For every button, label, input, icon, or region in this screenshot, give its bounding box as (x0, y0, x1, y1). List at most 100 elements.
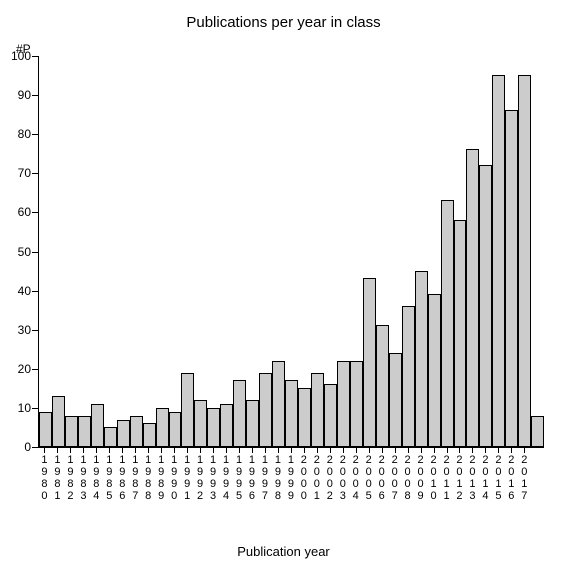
y-tick-label: 70 (18, 166, 39, 180)
y-tick-label: 80 (18, 127, 39, 141)
x-tick-label: 1990 (168, 454, 180, 502)
x-tick-mark (447, 448, 448, 453)
x-tick: 1989 (155, 448, 168, 518)
bar (389, 353, 402, 447)
x-tick: 2009 (414, 448, 427, 518)
x-tick-label: 1980 (38, 454, 50, 502)
x-tick-label: 2001 (311, 454, 323, 502)
bar (311, 373, 324, 447)
bar (415, 271, 428, 447)
bar (363, 278, 376, 447)
x-tick-mark (382, 448, 383, 453)
bar (156, 408, 169, 447)
x-tick-label: 2000 (298, 454, 310, 502)
x-tick-mark (304, 448, 305, 453)
x-tick: 1992 (194, 448, 207, 518)
x-tick-mark (57, 448, 58, 453)
x-tick: 1995 (233, 448, 246, 518)
x-tick: 1994 (220, 448, 233, 518)
bar (298, 388, 311, 447)
bar (454, 220, 467, 447)
x-tick: 1987 (129, 448, 142, 518)
bars-group (39, 56, 544, 447)
bar (376, 325, 389, 447)
x-tick-label: 1999 (285, 454, 297, 502)
bar (181, 373, 194, 447)
x-tick: 2008 (401, 448, 414, 518)
x-tick-mark (174, 448, 175, 453)
x-tick-label: 2009 (415, 454, 427, 502)
x-tick-mark (252, 448, 253, 453)
plot-area: 0102030405060708090100 (38, 56, 544, 448)
x-tick: 1985 (103, 448, 116, 518)
x-tick-label: 1998 (272, 454, 284, 502)
x-tick-mark (135, 448, 136, 453)
y-tick-label: 60 (18, 205, 39, 219)
x-tick: 2003 (336, 448, 349, 518)
y-tick-label: 100 (11, 49, 39, 63)
bar (246, 400, 259, 447)
x-tick-label: 2017 (518, 454, 530, 502)
x-tick-label: 2006 (376, 454, 388, 502)
x-tick-label: 2015 (492, 454, 504, 502)
x-tick-mark (343, 448, 344, 453)
y-tick-label: 90 (18, 88, 39, 102)
x-tick: 2013 (466, 448, 479, 518)
x-tick-mark (395, 448, 396, 453)
x-tick: 1980 (38, 448, 51, 518)
x-tick-mark (485, 448, 486, 453)
bar (207, 408, 220, 447)
x-tick-label: 2012 (453, 454, 465, 502)
x-tick-label: 2010 (428, 454, 440, 502)
x-tick-mark (122, 448, 123, 453)
x-tick: 2004 (349, 448, 362, 518)
bar (285, 380, 298, 447)
y-tick-label: 0 (24, 440, 39, 454)
bar (337, 361, 350, 447)
bar (78, 416, 91, 447)
x-tick-mark (369, 448, 370, 453)
bar (91, 404, 104, 447)
x-tick-label: 2014 (479, 454, 491, 502)
x-tick: 2002 (323, 448, 336, 518)
bar (259, 373, 272, 447)
x-tick: 1997 (258, 448, 271, 518)
y-tick-label: 40 (18, 284, 39, 298)
x-tick-label: 1984 (90, 454, 102, 502)
x-tick-mark (291, 448, 292, 453)
x-tick-mark (498, 448, 499, 453)
x-tick-mark (239, 448, 240, 453)
x-tick: 2017 (518, 448, 531, 518)
bar (220, 404, 233, 447)
x-tick-mark (524, 448, 525, 453)
bar (402, 306, 415, 447)
bar (117, 420, 130, 447)
x-tick-label: 1983 (77, 454, 89, 502)
x-tick-label: 1994 (220, 454, 232, 502)
x-tick-mark (70, 448, 71, 453)
x-tick-mark (330, 448, 331, 453)
bar (169, 412, 182, 447)
x-tick: 1991 (181, 448, 194, 518)
x-tick-label: 2002 (324, 454, 336, 502)
x-tick-mark (161, 448, 162, 453)
x-tick-mark (109, 448, 110, 453)
bar (324, 384, 337, 447)
bar (505, 110, 518, 447)
x-tick: 2011 (440, 448, 453, 518)
x-tick: 2010 (427, 448, 440, 518)
x-tick: 1984 (90, 448, 103, 518)
bar (39, 412, 52, 447)
bar (143, 423, 156, 447)
x-tick-mark (148, 448, 149, 453)
x-tick-label: 1981 (51, 454, 63, 502)
bar (441, 200, 454, 447)
x-tick: 2015 (492, 448, 505, 518)
x-tick: 1993 (207, 448, 220, 518)
x-tick-mark (459, 448, 460, 453)
x-tick-label: 1991 (181, 454, 193, 502)
x-tick-label: 1992 (194, 454, 206, 502)
x-tick-mark (434, 448, 435, 453)
bar (428, 294, 441, 447)
bar (518, 75, 531, 447)
